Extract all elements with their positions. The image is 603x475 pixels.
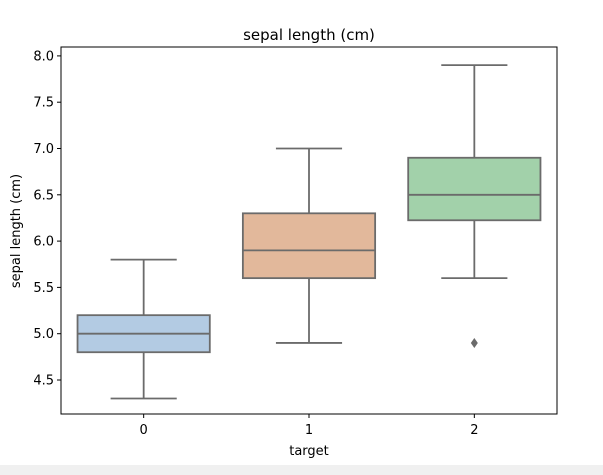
box-plot-chart: sepal length (cm) 4.5 5.0 5.5 6.0 6.5 7.0 7.5 8… <box>9 26 558 459</box>
window-bottom-strip <box>0 465 603 475</box>
x-tick-label: 1 <box>305 423 313 438</box>
iqr-box <box>407 156 542 222</box>
y-tick-label: 4.5 <box>33 374 54 389</box>
y-tick-label: 6.5 <box>33 188 54 203</box>
box-category-0 <box>76 258 211 400</box>
y-tick-label: 6.0 <box>33 235 54 250</box>
boxes-group <box>76 64 542 400</box>
y-axis-label: sepal length (cm) <box>9 174 24 288</box>
box-category-1 <box>241 147 377 344</box>
x-tick-label: 2 <box>470 423 478 438</box>
y-tick-label: 7.5 <box>33 96 54 111</box>
y-axis: 4.5 5.0 5.5 6.0 6.5 7.0 7.5 8.0 <box>33 49 61 389</box>
y-tick-label: 5.5 <box>33 281 54 296</box>
outlier-marker <box>470 337 478 348</box>
box-category-2 <box>407 64 542 348</box>
y-tick-label: 8.0 <box>33 49 54 64</box>
x-axis: 0 1 2 <box>140 414 478 438</box>
chart-title: sepal length (cm) <box>243 26 375 44</box>
y-tick-label: 7.0 <box>33 142 54 157</box>
iqr-box <box>241 212 377 280</box>
x-tick-label: 0 <box>140 423 148 438</box>
x-axis-label: target <box>289 444 329 459</box>
y-tick-label: 5.0 <box>33 327 54 342</box>
